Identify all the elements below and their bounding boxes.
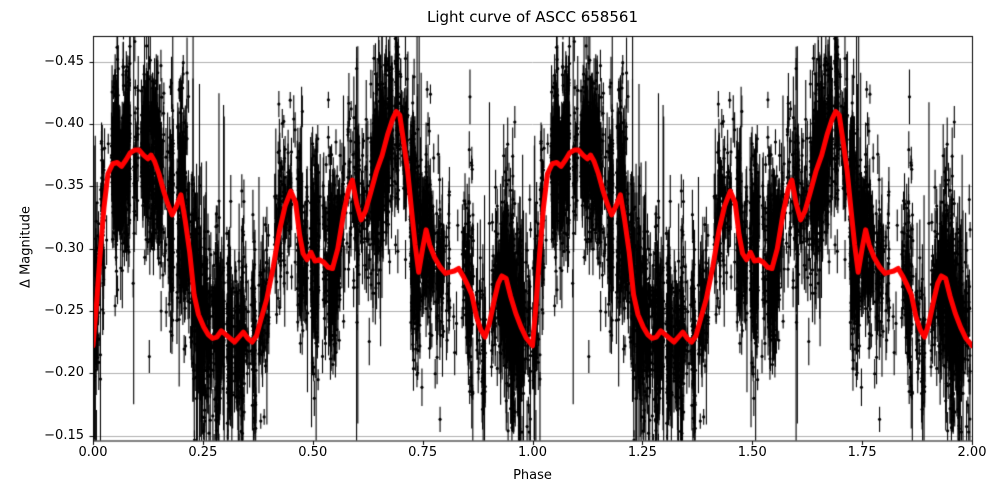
y-tick-label: −0.40 [44, 115, 84, 131]
y-tick-label: −0.35 [44, 178, 84, 194]
x-tick-label: 0.50 [298, 445, 328, 460]
x-tick-label: 0.75 [408, 445, 438, 460]
x-axis-label: Phase [513, 468, 552, 483]
x-tick-label: 1.50 [737, 445, 767, 460]
y-tick-label: −0.45 [44, 53, 84, 69]
y-tick-label: −0.25 [44, 302, 84, 318]
x-tick-label: 1.25 [627, 445, 657, 460]
x-tick-label: 0.25 [188, 445, 218, 460]
x-tick-label: 1.75 [847, 445, 877, 460]
chart-title: Light curve of ASCC 658561 [427, 8, 638, 26]
x-tick-label: 1.00 [518, 445, 547, 460]
y-tick-label: −0.30 [44, 240, 84, 256]
y-tick-label: −0.15 [44, 427, 84, 443]
y-tick-label: −0.20 [44, 365, 84, 381]
x-tick-label: 2.00 [957, 445, 987, 460]
x-tick-label: 0.00 [78, 445, 108, 460]
